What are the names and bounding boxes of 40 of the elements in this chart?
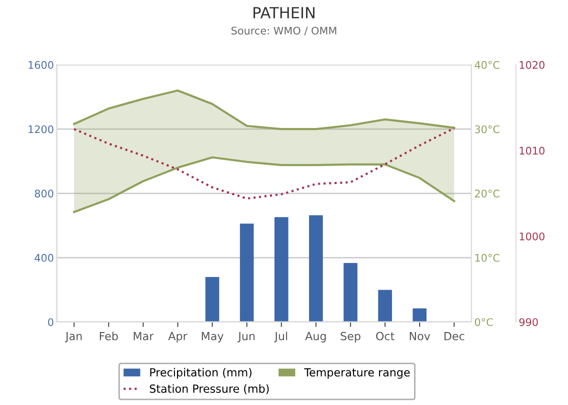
bar	[274, 217, 288, 322]
bar	[412, 308, 427, 322]
bar	[378, 290, 392, 322]
legend-label: Precipitation (mm)	[150, 368, 252, 379]
y2-tick-label: 0°C	[474, 318, 493, 326]
y2-tick-label: 10°C	[475, 254, 500, 262]
x-tick-label: Jan	[64, 332, 82, 342]
y2-tick-label: 20°C	[474, 190, 500, 198]
line-series	[73, 156, 456, 214]
x-tick-label: Apr	[168, 332, 188, 342]
bar	[240, 224, 254, 322]
x-tick-label: Sep	[340, 332, 360, 342]
y3-tick-label: 1020	[520, 61, 544, 69]
x-tick-label: Feb	[100, 332, 118, 340]
x-tick-label: Dec	[444, 332, 464, 340]
bar	[344, 262, 358, 322]
bar	[309, 215, 323, 322]
y2-tick-label: 40°C	[474, 61, 500, 69]
y3-tick-label: 1010	[520, 146, 544, 155]
x-tick-label: Jul	[274, 332, 288, 342]
legend-label: Station Pressure (mb)	[150, 384, 269, 394]
x-tick-label: Jun	[238, 332, 255, 342]
chart-title: PATHEIN	[254, 7, 314, 18]
x-tick-label: Nov	[410, 332, 430, 340]
y3-tick-label: 1000	[520, 232, 544, 240]
x-tick-label: Oct	[376, 332, 394, 340]
y-tick-label: 0	[48, 318, 54, 326]
y3-tick-label: 990	[519, 318, 538, 326]
legend-label: Temperature range	[304, 368, 410, 379]
line-series	[73, 127, 456, 200]
y-tick-label: 1200	[28, 125, 54, 134]
y2-tick-label: 30°C	[475, 125, 500, 134]
chart-subtitle: Source: WMO / OMM	[231, 26, 336, 36]
x-tick-label: Aug	[305, 332, 326, 342]
x-tick-label: Mar	[134, 332, 154, 340]
bar	[205, 276, 220, 322]
y-tick-label: 800	[34, 190, 54, 198]
x-tick-label: May	[202, 332, 224, 342]
y-tick-label: 400	[34, 254, 54, 262]
y-tick-label: 1600	[28, 61, 54, 69]
